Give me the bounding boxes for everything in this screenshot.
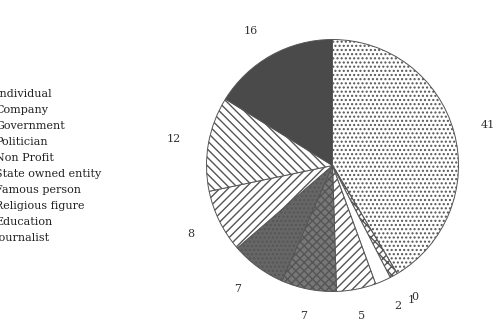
- Wedge shape: [282, 166, 337, 292]
- Text: 16: 16: [244, 26, 258, 36]
- Wedge shape: [332, 166, 390, 284]
- Text: 7: 7: [300, 311, 307, 321]
- Text: 0: 0: [412, 292, 418, 303]
- Wedge shape: [206, 99, 332, 191]
- Wedge shape: [332, 39, 458, 274]
- Wedge shape: [226, 39, 332, 166]
- Text: 5: 5: [358, 311, 365, 321]
- Text: 7: 7: [234, 284, 242, 294]
- Text: 2: 2: [394, 301, 402, 311]
- Wedge shape: [209, 166, 332, 248]
- Text: 41: 41: [480, 119, 495, 129]
- Wedge shape: [238, 166, 332, 281]
- Text: 8: 8: [188, 229, 195, 239]
- Legend: Individual, Company, Government, Politician, Non Profit, State owned entity, Fam: Individual, Company, Government, Politic…: [0, 87, 102, 244]
- Wedge shape: [332, 166, 376, 291]
- Text: 12: 12: [167, 134, 181, 144]
- Wedge shape: [332, 166, 397, 277]
- Text: 1: 1: [407, 295, 414, 305]
- Wedge shape: [332, 166, 397, 274]
